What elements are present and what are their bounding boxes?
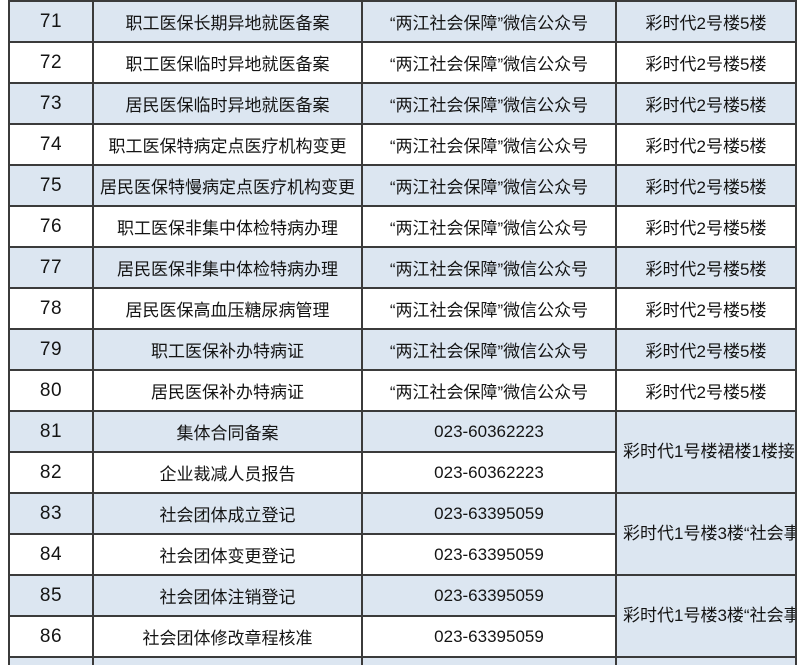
row-number-cell: 71	[8, 0, 94, 43]
service-name-cell: 社会团体变更登记	[92, 533, 363, 576]
contact-cell: “两江社会保障”微信公众号	[361, 205, 617, 248]
location-merged-cell: 彩时代1号楼3楼“社会事务”窗口	[615, 574, 797, 658]
location-cell: 彩时代2号楼5楼	[615, 164, 797, 207]
partial-next-row	[8, 656, 797, 665]
contact-cell: “两江社会保障”微信公众号	[361, 328, 617, 371]
location-cell: 彩时代2号楼5楼	[615, 123, 797, 166]
service-name-cell: 社会团体注销登记	[92, 574, 363, 617]
contact-cell: “两江社会保障”微信公众号	[361, 0, 617, 43]
table-row: 73 居民医保临时异地就医备案 “两江社会保障”微信公众号 彩时代2号楼5楼	[8, 82, 797, 125]
contact-cell: 023-63395059	[361, 615, 617, 658]
contact-cell: “两江社会保障”微信公众号	[361, 82, 617, 125]
service-name-cell: 社会团体修改章程核准	[92, 615, 363, 658]
contact-cell: 023-63395059	[361, 533, 617, 576]
row-number-cell: 86	[8, 615, 94, 658]
location-cell: 彩时代2号楼5楼	[615, 287, 797, 330]
service-name-cell: 职工医保长期异地就医备案	[92, 0, 363, 43]
row-number-cell: 78	[8, 287, 94, 330]
contact-cell: “两江社会保障”微信公众号	[361, 246, 617, 289]
contact-cell: “两江社会保障”微信公众号	[361, 164, 617, 207]
table-row: 77 居民医保非集中体检特病办理 “两江社会保障”微信公众号 彩时代2号楼5楼	[8, 246, 797, 289]
service-table: 71 职工医保长期异地就医备案 “两江社会保障”微信公众号 彩时代2号楼5楼 7…	[8, 0, 797, 665]
service-name-cell: 居民医保补办特病证	[92, 369, 363, 412]
row-number-cell: 84	[8, 533, 94, 576]
service-name-cell: 居民医保特慢病定点医疗机构变更	[92, 164, 363, 207]
table-row: 84 社会团体变更登记 023-63395059	[8, 533, 796, 576]
row-number-cell: 77	[8, 246, 94, 289]
location-cell: 彩时代2号楼5楼	[615, 82, 797, 125]
location-merged-cell: 彩时代1号楼裙楼1楼接待大厅	[615, 410, 797, 494]
table-row: 74 职工医保特病定点医疗机构变更 “两江社会保障”微信公众号 彩时代2号楼5楼	[8, 123, 797, 166]
location-cell: 彩时代2号楼5楼	[615, 205, 797, 248]
table-row: 72 职工医保临时异地就医备案 “两江社会保障”微信公众号 彩时代2号楼5楼	[8, 41, 797, 84]
row-number-cell: 82	[8, 451, 94, 494]
service-name-cell: 企业裁减人员报告	[92, 451, 363, 494]
row-number-cell: 79	[8, 328, 94, 371]
row-number-cell: 83	[8, 492, 94, 535]
location-cell: 彩时代2号楼5楼	[615, 41, 797, 84]
service-name-cell: 居民医保高血压糖尿病管理	[92, 287, 363, 330]
service-name-cell: 职工医保补办特病证	[92, 328, 363, 371]
service-name-cell: 职工医保临时异地就医备案	[92, 41, 363, 84]
table-row: 71 职工医保长期异地就医备案 “两江社会保障”微信公众号 彩时代2号楼5楼	[8, 0, 797, 43]
location-cell: 彩时代2号楼5楼	[615, 0, 797, 43]
row-number-cell: 85	[8, 574, 94, 617]
table-row: 85 社会团体注销登记 023-63395059 彩时代1号楼3楼“社会事务”窗…	[8, 574, 797, 658]
contact-cell: “两江社会保障”微信公众号	[361, 369, 617, 412]
row-number-cell: 73	[8, 82, 94, 125]
location-merged-cell: 彩时代1号楼3楼“社会事务”窗口	[615, 492, 797, 576]
row-number-cell	[8, 656, 94, 665]
row-number-cell: 74	[8, 123, 94, 166]
service-name-cell: 居民医保临时异地就医备案	[92, 82, 363, 125]
contact-cell: 023-60362223	[361, 410, 617, 453]
row-number-cell: 80	[8, 369, 94, 412]
location-cell: 彩时代2号楼5楼	[615, 246, 797, 289]
table-row: 86 社会团体修改章程核准 023-63395059	[8, 615, 796, 658]
table-row: 82 企业裁减人员报告 023-60362223	[8, 451, 796, 494]
service-name-cell	[92, 656, 363, 665]
contact-cell	[361, 656, 617, 665]
service-name-cell: 集体合同备案	[92, 410, 363, 453]
service-name-cell: 居民医保非集中体检特病办理	[92, 246, 363, 289]
contact-cell: 023-63395059	[361, 492, 617, 535]
table-row: 76 职工医保非集中体检特病办理 “两江社会保障”微信公众号 彩时代2号楼5楼	[8, 205, 797, 248]
location-cell: 彩时代2号楼5楼	[615, 369, 797, 412]
contact-cell: “两江社会保障”微信公众号	[361, 287, 617, 330]
contact-cell: 023-60362223	[361, 451, 617, 494]
table-row: 80 居民医保补办特病证 “两江社会保障”微信公众号 彩时代2号楼5楼	[8, 369, 797, 412]
row-number-cell: 76	[8, 205, 94, 248]
contact-cell: “两江社会保障”微信公众号	[361, 41, 617, 84]
row-number-cell: 72	[8, 41, 94, 84]
row-number-cell: 75	[8, 164, 94, 207]
table-row: 81 集体合同备案 023-60362223 彩时代1号楼裙楼1楼接待大厅	[8, 410, 797, 494]
table-row: 79 职工医保补办特病证 “两江社会保障”微信公众号 彩时代2号楼5楼	[8, 328, 797, 371]
table-row: 75 居民医保特慢病定点医疗机构变更 “两江社会保障”微信公众号 彩时代2号楼5…	[8, 164, 797, 207]
contact-cell: “两江社会保障”微信公众号	[361, 123, 617, 166]
service-name-cell: 职工医保特病定点医疗机构变更	[92, 123, 363, 166]
table-row: 78 居民医保高血压糖尿病管理 “两江社会保障”微信公众号 彩时代2号楼5楼	[8, 287, 797, 330]
location-cell	[615, 656, 797, 665]
contact-cell: 023-63395059	[361, 574, 617, 617]
service-name-cell: 社会团体成立登记	[92, 492, 363, 535]
row-number-cell: 81	[8, 410, 94, 453]
location-cell: 彩时代2号楼5楼	[615, 328, 797, 371]
table-row: 83 社会团体成立登记 023-63395059 彩时代1号楼3楼“社会事务”窗…	[8, 492, 797, 576]
service-name-cell: 职工医保非集中体检特病办理	[92, 205, 363, 248]
